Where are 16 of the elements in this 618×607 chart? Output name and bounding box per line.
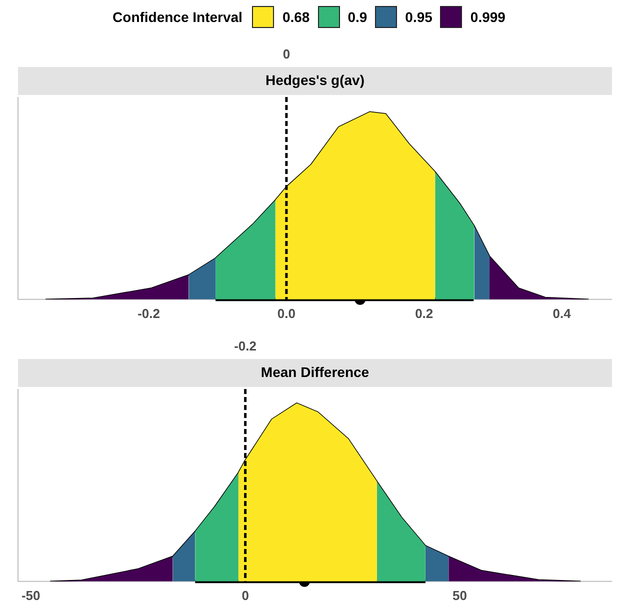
text: -0.2 bbox=[234, 338, 257, 354]
chart-title: Mean Difference bbox=[260, 364, 370, 380]
legend-title: Confidence Interval bbox=[112, 9, 242, 25]
ref-line-label: 0 bbox=[282, 46, 290, 62]
x-tick-label: 0.2 bbox=[415, 306, 434, 321]
legend-label: 0.95 bbox=[405, 9, 432, 25]
legend-label: 0.68 bbox=[282, 9, 310, 25]
x-tick-label: 0.0 bbox=[277, 306, 296, 321]
x-tick-label: 0.4 bbox=[552, 306, 572, 321]
x-tick-label: 50 bbox=[452, 588, 467, 603]
x-tick-label: 0 bbox=[242, 588, 249, 603]
legend-label: 0.9 bbox=[348, 9, 368, 25]
x-tick-label: -0.2 bbox=[138, 306, 160, 321]
x-tick-label: -50 bbox=[21, 588, 40, 603]
legend-label: 0.999 bbox=[470, 9, 506, 25]
chart-title: Hedges's g(av) bbox=[265, 72, 365, 88]
